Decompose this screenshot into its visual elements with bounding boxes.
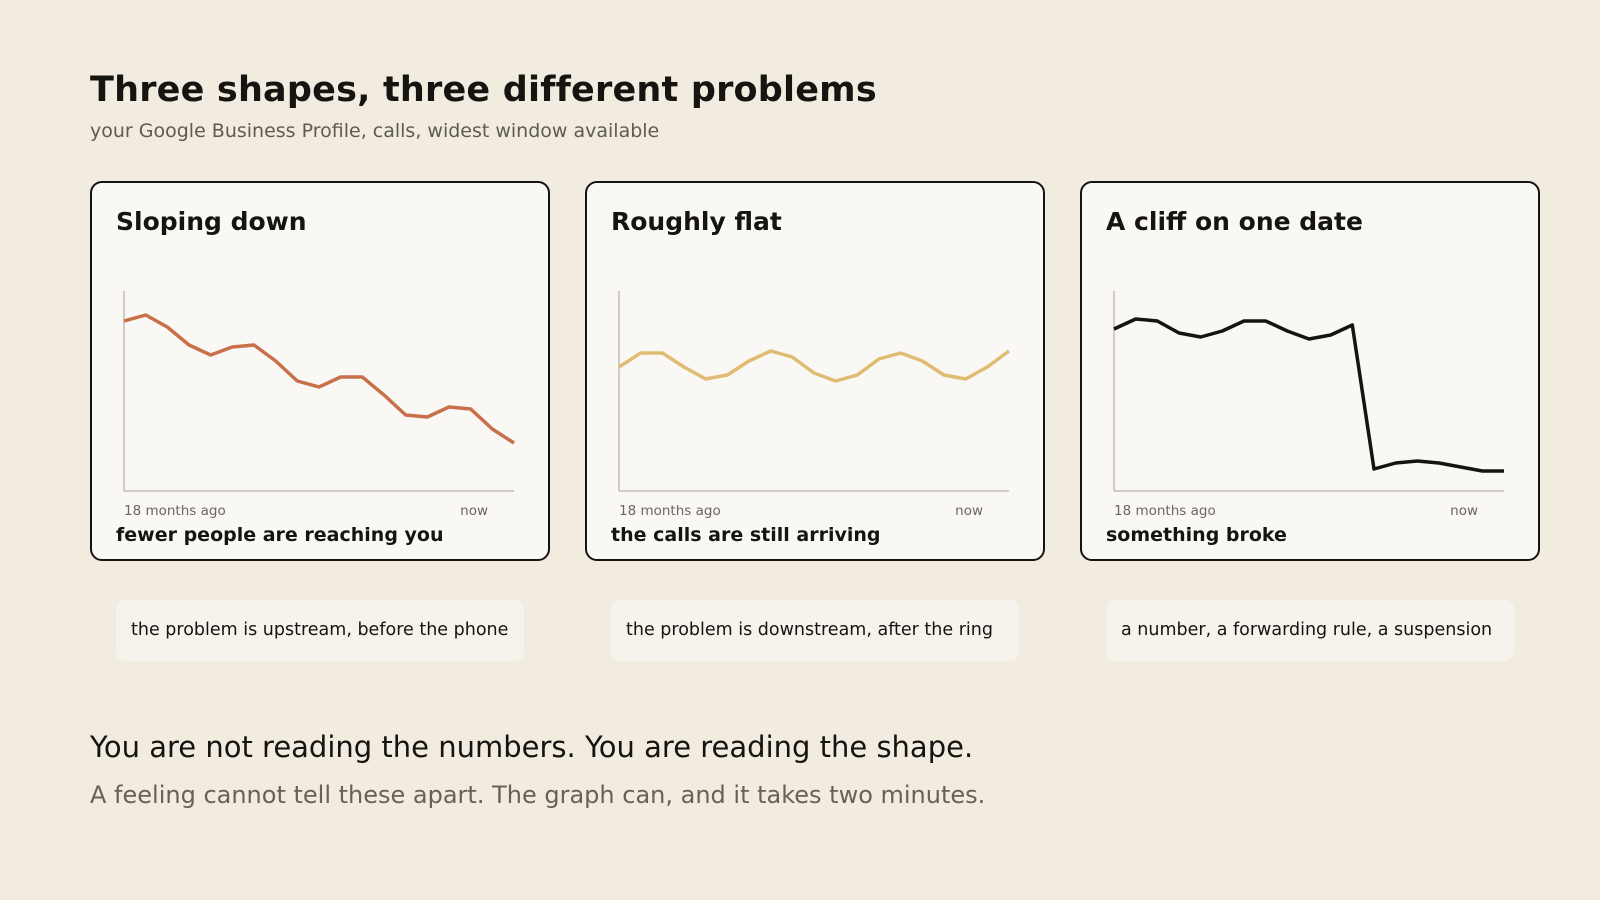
note-upstream: the problem is upstream, before the phon… [116,600,524,661]
note-downstream: the problem is downstream, after the rin… [611,600,1019,661]
chart-sloping [123,291,515,492]
chart-title: Roughly flat [611,207,782,236]
chart-title: A cliff on one date [1106,207,1363,236]
page-title: Three shapes, three different problems [90,70,877,110]
chart-card-cliff: A cliff on one date 18 months ago now so… [1080,181,1540,561]
x-start-label: 18 months ago [124,503,226,519]
x-start-label: 18 months ago [1114,503,1216,519]
x-end-label: now [1450,503,1478,519]
chart-cliff [1113,291,1504,492]
note-broke: a number, a forwarding rule, a suspensio… [1106,600,1514,661]
x-start-label: 18 months ago [619,503,721,519]
series-line [618,349,1011,383]
footer-subline: A feeling cannot tell these apart. The g… [90,781,986,809]
chart-card-sloping: Sloping down 18 months ago now fewer peo… [90,181,550,561]
footer-headline: You are not reading the numbers. You are… [90,730,974,764]
chart-caption: something broke [1106,524,1287,546]
chart-title: Sloping down [116,207,307,236]
x-end-label: now [460,503,488,519]
series-line [1113,317,1504,473]
x-end-label: now [955,503,983,519]
chart-card-flat: Roughly flat 18 months ago now the calls… [585,181,1045,561]
page-subtitle: your Google Business Profile, calls, wid… [90,120,660,142]
chart-caption: fewer people are reaching you [116,524,444,546]
chart-flat [618,291,1011,492]
series-line [123,313,515,445]
chart-caption: the calls are still arriving [611,524,881,546]
